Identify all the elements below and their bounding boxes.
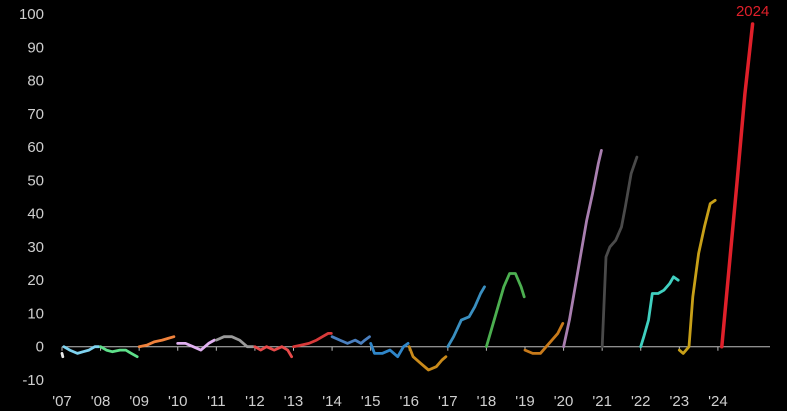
- series-line-13: [484, 272, 526, 349]
- y-tick-label: -10: [22, 372, 44, 389]
- series-line-17: [639, 275, 680, 349]
- y-tick-label: 10: [27, 305, 44, 322]
- x-tick-label: '15: [361, 393, 381, 410]
- x-tick-label: '11: [207, 393, 225, 410]
- series-line-5: [176, 338, 216, 352]
- series-line-15: [562, 148, 603, 349]
- x-tick-label: '20: [554, 393, 574, 410]
- y-tick-label: 100: [19, 6, 44, 23]
- series-line-1: [60, 351, 65, 359]
- series-group: [60, 22, 755, 372]
- annotation-group: 2024: [736, 3, 769, 20]
- series-line-9: [330, 335, 371, 345]
- series-line-2: [62, 345, 101, 355]
- y-tick-label: 0: [36, 339, 44, 356]
- series-line-19: [720, 22, 755, 349]
- x-tick-label: '23: [670, 393, 690, 410]
- y-tick-label: 90: [27, 39, 44, 56]
- y-axis: -10 0 10 20 30 40 50 60 70 80 90 100: [19, 6, 44, 389]
- x-tick-label: '17: [438, 393, 458, 410]
- y-tick-label: 20: [27, 272, 44, 289]
- x-tick-label: '24: [708, 393, 728, 410]
- series-line-6: [214, 335, 255, 349]
- series-line-10: [369, 341, 410, 359]
- x-tick-label: '22: [631, 393, 651, 410]
- y-tick-label: 60: [27, 139, 44, 156]
- x-tick-label: '13: [284, 393, 304, 410]
- x-tick-label: '08: [91, 393, 111, 410]
- series-line-8: [292, 331, 333, 349]
- x-tick-label: '12: [245, 393, 265, 410]
- x-tick-label: '18: [477, 393, 497, 410]
- y-tick-label: 80: [27, 73, 44, 90]
- x-tick-label: '21: [592, 393, 612, 410]
- series-line-11: [407, 345, 448, 372]
- x-tick-label: '14: [322, 393, 342, 410]
- x-tick-label: '07: [52, 393, 72, 410]
- x-axis: '07 '08 '09 '10 '11 '12 '13 '14 '15 '16 '17 '18 '19 '…: [52, 346, 728, 410]
- series-line-7: [253, 345, 294, 359]
- y-tick-label: 50: [27, 172, 44, 189]
- y-tick-label: 70: [27, 106, 44, 123]
- annotation-label: 2024: [736, 3, 769, 20]
- series-line-14: [523, 321, 565, 355]
- x-tick-label: '09: [129, 393, 149, 410]
- series-line-12: [446, 285, 486, 349]
- series-line-3: [99, 345, 139, 359]
- series-line-18: [677, 198, 717, 355]
- series-line-16: [600, 155, 639, 349]
- x-tick-label: '10: [168, 393, 188, 410]
- series-line-4: [137, 335, 176, 349]
- x-tick-label: '16: [399, 393, 419, 410]
- x-tick-label: '19: [515, 393, 535, 410]
- y-tick-label: 30: [27, 239, 44, 256]
- y-tick-label: 40: [27, 206, 44, 223]
